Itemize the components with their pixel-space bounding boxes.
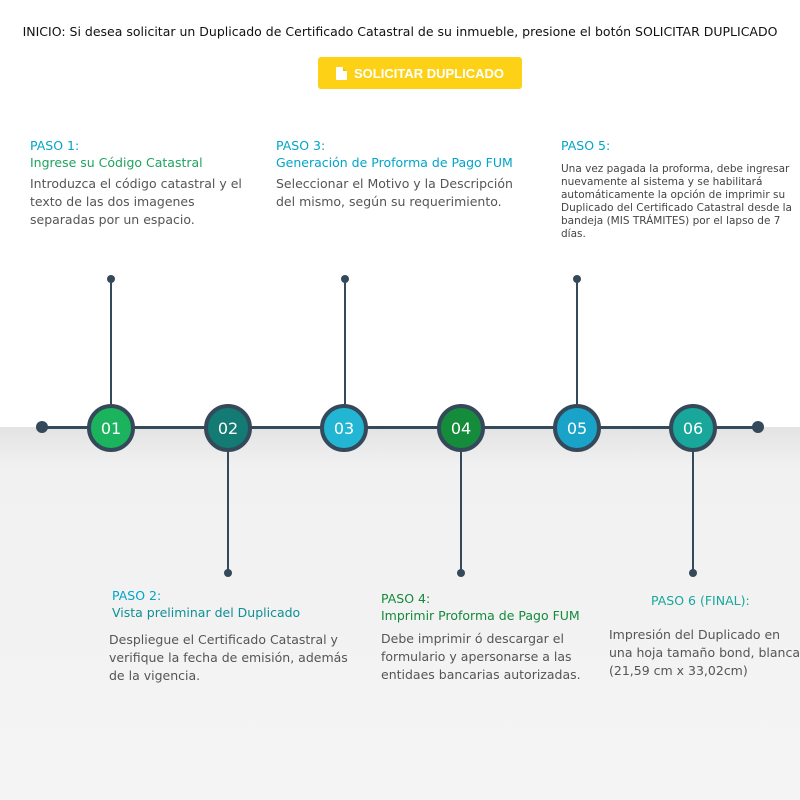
connector-2: [227, 448, 229, 574]
intro-text: INICIO: Si desea solicitar un Duplicado …: [22, 24, 778, 39]
step-4-title: PASO 4:: [381, 591, 431, 606]
step-4: PASO 4: Imprimir Proforma de Pago FUM De…: [381, 590, 606, 684]
step-3-description: Seleccionar el Motivo y la Descripción d…: [276, 176, 513, 209]
timeline-end-dot: [752, 421, 764, 433]
document-icon: [336, 66, 347, 80]
step-node-04: 04: [437, 404, 485, 452]
step-1: PASO 1: Ingrese su Código Catastral Intr…: [30, 137, 245, 229]
connector-dot-5: [573, 275, 581, 283]
step-6-title: PASO 6 (FINAL):: [651, 593, 750, 608]
step-5-title: PASO 5:: [561, 138, 611, 153]
step-node-05: 05: [553, 404, 601, 452]
connector-dot-1: [107, 275, 115, 283]
step-1-title: PASO 1:: [30, 138, 80, 153]
step-2: PASO 2: Vista preliminar del Duplicado D…: [109, 587, 357, 685]
step-3-title: PASO 3:: [276, 138, 326, 153]
connector-1: [110, 280, 112, 410]
button-label: SOLICITAR DUPLICADO: [354, 65, 504, 81]
step-node-06: 06: [669, 404, 717, 452]
step-6: PASO 6 (FINAL): Impresión del Duplicado …: [609, 592, 800, 680]
connector-6: [692, 448, 694, 574]
connector-4: [460, 448, 462, 574]
step-4-subtitle: Imprimir Proforma de Pago FUM: [381, 608, 580, 623]
connector-dot-3: [341, 275, 349, 283]
step-node-01: 01: [87, 404, 135, 452]
step-5: PASO 5: Una vez pagada la proforma, debe…: [561, 137, 799, 241]
step-1-subtitle: Ingrese su Código Catastral: [30, 155, 203, 170]
connector-dot-2: [224, 569, 232, 577]
step-2-subtitle: Vista preliminar del Duplicado: [112, 605, 301, 620]
step-2-description: Despliegue el Certificado Catastral y ve…: [109, 632, 348, 683]
step-3-subtitle: Generación de Proforma de Pago FUM: [276, 155, 513, 170]
timeline-start-dot: [36, 421, 48, 433]
step-2-title: PASO 2:: [112, 588, 162, 603]
connector-5: [576, 280, 578, 410]
step-6-description: Impresión del Duplicado en una hoja tama…: [609, 627, 800, 678]
step-1-description: Introduzca el código catastral y el text…: [30, 176, 242, 227]
step-3: PASO 3: Generación de Proforma de Pago F…: [276, 137, 536, 211]
lower-background: [0, 427, 800, 800]
connector-dot-4: [457, 569, 465, 577]
connector-3: [344, 280, 346, 410]
timeline-line: [42, 426, 758, 429]
step-4-description: Debe imprimir ó descargar el formulario …: [381, 631, 581, 682]
connector-dot-6: [689, 569, 697, 577]
step-node-02: 02: [204, 404, 252, 452]
step-5-description: Una vez pagada la proforma, debe ingresa…: [561, 163, 792, 240]
step-node-03: 03: [320, 404, 368, 452]
solicitar-duplicado-button[interactable]: SOLICITAR DUPLICADO: [318, 57, 522, 89]
